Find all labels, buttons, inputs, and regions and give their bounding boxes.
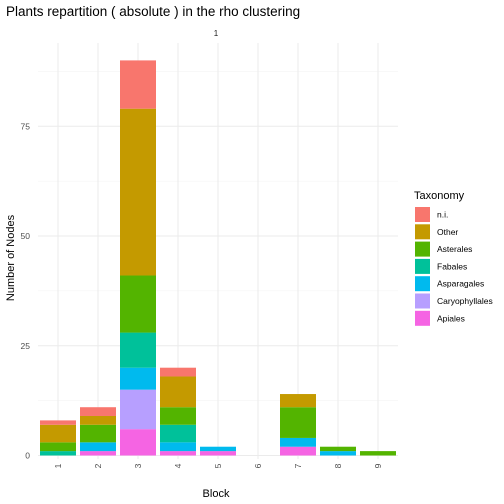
x-tick-label: 9: [373, 463, 383, 468]
bar-segment: [40, 442, 76, 452]
bar-segment: [120, 108, 156, 276]
bars: [40, 60, 396, 456]
y-tick-label: 75: [21, 121, 31, 131]
bar-segment: [80, 407, 116, 416]
bar-segment: [40, 420, 76, 425]
y-axis-ticks: 0 25 50 75: [21, 121, 31, 460]
bar-segment: [80, 442, 116, 452]
bar-segment: [160, 407, 196, 425]
legend-label: Fabales: [437, 261, 467, 271]
bar-segment: [120, 275, 156, 333]
x-axis-ticks: 1 2 3 4 5 6 7 8 9: [53, 463, 383, 468]
legend-title: Taxonomy: [414, 190, 465, 202]
bar-segment: [40, 424, 76, 443]
legend-swatch: [415, 293, 430, 309]
bar-segment: [200, 446, 236, 452]
chart-title: Plants repartition ( absolute ) in the r…: [6, 4, 300, 19]
legend-swatch: [415, 258, 430, 274]
legend-label: Other: [437, 227, 458, 237]
bar-segment: [120, 389, 156, 430]
bar-segment: [320, 451, 356, 456]
bar-segment: [280, 446, 316, 456]
bar-segment: [320, 446, 356, 452]
legend-label: n.i.: [437, 210, 448, 220]
legend-label: Asterales: [437, 244, 472, 254]
x-tick-label: 3: [133, 463, 143, 468]
bar-segment: [280, 394, 316, 408]
grid: [38, 43, 398, 459]
legend-swatch: [415, 224, 430, 240]
bar-segment: [160, 424, 196, 443]
bar-segment: [160, 451, 196, 456]
bar-segment: [200, 451, 236, 456]
bar-segment: [160, 367, 196, 377]
bar-segment: [80, 451, 116, 456]
y-tick-label: 0: [25, 451, 30, 461]
legend-swatch: [415, 276, 430, 292]
x-tick-label: 6: [253, 463, 263, 468]
bar-segment: [280, 437, 316, 447]
bar-segment: [160, 442, 196, 452]
bar-segment: [360, 451, 396, 456]
legend-swatch: [415, 310, 430, 326]
x-tick-label: 4: [173, 463, 183, 468]
bar-segment: [280, 407, 316, 438]
bar-segment: [120, 367, 156, 390]
x-tick-label: 5: [213, 463, 223, 468]
x-tick-label: 7: [293, 463, 303, 468]
x-tick-label: 1: [53, 463, 63, 468]
bar-segment: [120, 429, 156, 456]
legend: Taxonomy n.i. Other Asterales Fabales Aspara…: [414, 190, 493, 326]
bar-segment: [120, 332, 156, 368]
legend-swatch: [415, 241, 430, 257]
x-tick-label: 2: [93, 463, 103, 468]
bar-segment: [40, 451, 76, 456]
y-axis-title: Number of Nodes: [5, 214, 17, 301]
bar-segment: [80, 415, 116, 425]
y-tick-label: 50: [21, 231, 31, 241]
legend-swatch: [415, 207, 430, 222]
bar-segment: [80, 424, 116, 443]
x-axis-title: Block: [203, 488, 230, 500]
legend-label: Apiales: [437, 313, 465, 323]
legend-label: Caryophyllales: [437, 296, 493, 306]
legend-label: Asparagales: [437, 279, 484, 289]
x-tick-label: 8: [333, 463, 343, 468]
facet-label: 1: [214, 29, 219, 38]
bar-segment: [160, 376, 196, 408]
y-tick-label: 25: [21, 341, 31, 351]
bar-segment: [120, 60, 156, 109]
